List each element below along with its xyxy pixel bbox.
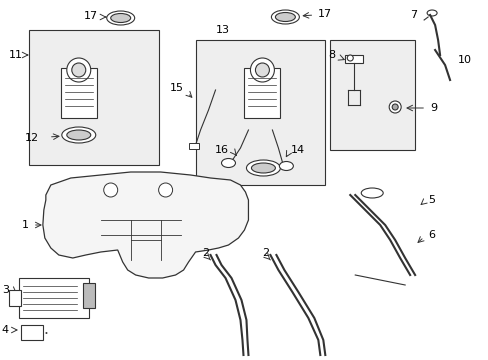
Text: 5: 5 (427, 195, 434, 205)
Bar (29, 30, 158, 165)
PathPatch shape (43, 172, 248, 278)
Ellipse shape (361, 188, 383, 198)
Text: 15: 15 (169, 83, 183, 93)
Circle shape (250, 58, 274, 82)
Bar (329, 40, 414, 150)
Ellipse shape (275, 13, 295, 22)
Text: 7: 7 (409, 10, 416, 20)
Text: 17: 17 (83, 11, 98, 21)
Text: 14: 14 (290, 145, 304, 155)
Bar (19, 278, 89, 318)
Circle shape (255, 63, 269, 77)
Circle shape (391, 104, 397, 110)
Text: 12: 12 (25, 133, 39, 143)
Ellipse shape (251, 163, 275, 173)
Bar (188, 143, 198, 149)
Ellipse shape (246, 160, 280, 176)
Bar (244, 68, 280, 118)
Text: 11: 11 (9, 50, 23, 60)
Circle shape (72, 63, 85, 77)
Text: 16: 16 (214, 145, 228, 155)
Circle shape (103, 183, 118, 197)
Bar (345, 55, 363, 63)
Ellipse shape (67, 130, 91, 140)
Text: 2: 2 (202, 248, 209, 258)
Bar (195, 40, 325, 185)
Ellipse shape (426, 10, 436, 16)
Ellipse shape (279, 162, 293, 171)
Text: 2: 2 (262, 248, 268, 258)
Text: 17: 17 (318, 9, 332, 19)
Bar (82, 283, 95, 308)
Bar (9, 290, 21, 306)
Bar (61, 68, 97, 118)
Ellipse shape (61, 127, 96, 143)
Bar (21, 325, 43, 340)
Circle shape (346, 55, 352, 61)
Text: 6: 6 (427, 230, 434, 240)
Circle shape (67, 58, 91, 82)
Text: 10: 10 (457, 55, 471, 65)
Text: 3: 3 (2, 285, 9, 295)
Text: 1: 1 (22, 220, 29, 230)
Ellipse shape (106, 11, 134, 25)
Text: 9: 9 (429, 103, 436, 113)
Circle shape (158, 183, 172, 197)
Circle shape (388, 101, 400, 113)
Ellipse shape (221, 158, 235, 167)
Text: 8: 8 (327, 50, 335, 60)
Ellipse shape (271, 10, 299, 24)
Ellipse shape (110, 14, 130, 23)
Text: 4: 4 (2, 325, 9, 335)
Text: 13: 13 (215, 25, 229, 35)
